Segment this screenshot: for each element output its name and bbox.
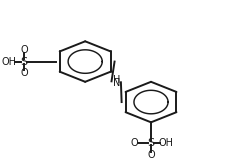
- Text: H: H: [113, 75, 120, 85]
- Text: O: O: [20, 68, 28, 78]
- Text: OH: OH: [159, 138, 174, 148]
- Text: O: O: [130, 138, 138, 148]
- Text: O: O: [20, 45, 28, 55]
- Text: S: S: [20, 57, 28, 67]
- Text: S: S: [148, 138, 154, 148]
- Text: N: N: [113, 78, 120, 88]
- Text: O: O: [147, 150, 155, 160]
- Text: OH: OH: [1, 57, 16, 67]
